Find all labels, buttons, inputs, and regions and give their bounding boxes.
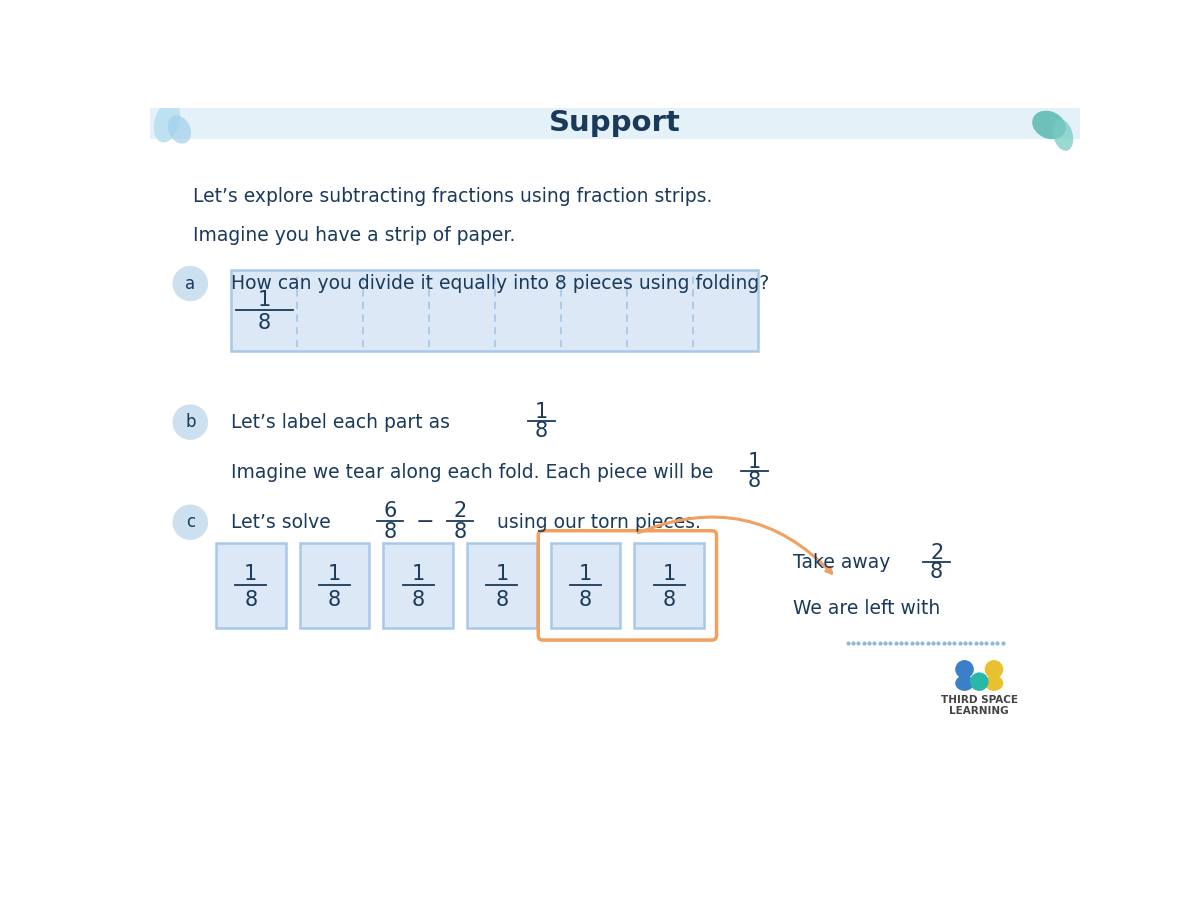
Text: −: − — [416, 512, 434, 532]
Text: 1: 1 — [535, 402, 548, 422]
Text: THIRD SPACE: THIRD SPACE — [941, 695, 1018, 705]
Text: 8: 8 — [535, 421, 548, 441]
Text: Take away: Take away — [793, 553, 890, 572]
FancyBboxPatch shape — [300, 543, 370, 628]
Text: 1: 1 — [244, 564, 257, 584]
Text: Imagine you have a strip of paper.: Imagine you have a strip of paper. — [193, 226, 515, 245]
FancyBboxPatch shape — [216, 543, 286, 628]
Text: 8: 8 — [662, 590, 676, 610]
Text: 8: 8 — [258, 313, 271, 333]
Text: 1: 1 — [578, 564, 592, 584]
Text: a: a — [185, 274, 196, 292]
Ellipse shape — [168, 115, 191, 144]
Text: Imagine we tear along each fold. Each piece will be: Imagine we tear along each fold. Each pi… — [232, 463, 714, 482]
Text: LEARNING: LEARNING — [949, 706, 1009, 716]
Circle shape — [970, 672, 989, 691]
FancyBboxPatch shape — [467, 543, 536, 628]
Circle shape — [985, 660, 1003, 679]
Ellipse shape — [154, 101, 180, 142]
Text: b: b — [185, 413, 196, 431]
Circle shape — [955, 660, 974, 679]
Ellipse shape — [1032, 111, 1066, 140]
Text: 1: 1 — [328, 564, 341, 584]
Text: using our torn pieces.: using our torn pieces. — [497, 513, 701, 532]
Text: 1: 1 — [662, 564, 676, 584]
Text: 8: 8 — [748, 472, 761, 491]
Text: 2: 2 — [454, 501, 467, 521]
Text: 8: 8 — [328, 590, 341, 610]
Text: 8: 8 — [496, 590, 509, 610]
Text: 2: 2 — [930, 543, 943, 563]
FancyBboxPatch shape — [383, 543, 454, 628]
Text: 6: 6 — [384, 501, 397, 521]
Ellipse shape — [1052, 119, 1073, 151]
Ellipse shape — [955, 676, 974, 691]
Text: 8: 8 — [454, 522, 467, 543]
Circle shape — [173, 266, 208, 302]
Text: 8: 8 — [930, 562, 943, 582]
Text: 1: 1 — [258, 291, 271, 310]
FancyBboxPatch shape — [635, 543, 704, 628]
Text: c: c — [186, 513, 194, 531]
Circle shape — [173, 505, 208, 540]
Text: 1: 1 — [496, 564, 509, 584]
Text: We are left with: We are left with — [793, 599, 941, 618]
Text: 8: 8 — [384, 522, 397, 543]
FancyBboxPatch shape — [150, 108, 1080, 139]
Ellipse shape — [985, 676, 1003, 691]
Text: Let’s solve: Let’s solve — [232, 513, 331, 532]
Text: Let’s explore subtracting fractions using fraction strips.: Let’s explore subtracting fractions usin… — [193, 187, 712, 206]
Text: Support: Support — [550, 110, 680, 138]
Text: 1: 1 — [748, 452, 761, 472]
Text: 8: 8 — [412, 590, 425, 610]
FancyBboxPatch shape — [551, 543, 620, 628]
FancyBboxPatch shape — [232, 270, 758, 351]
Text: 8: 8 — [578, 590, 592, 610]
Text: 1: 1 — [412, 564, 425, 584]
Text: Let’s label each part as: Let’s label each part as — [232, 413, 450, 432]
Text: How can you divide it equally into 8 pieces using folding?: How can you divide it equally into 8 pie… — [232, 274, 769, 293]
Text: 8: 8 — [244, 590, 257, 610]
Circle shape — [173, 404, 208, 440]
